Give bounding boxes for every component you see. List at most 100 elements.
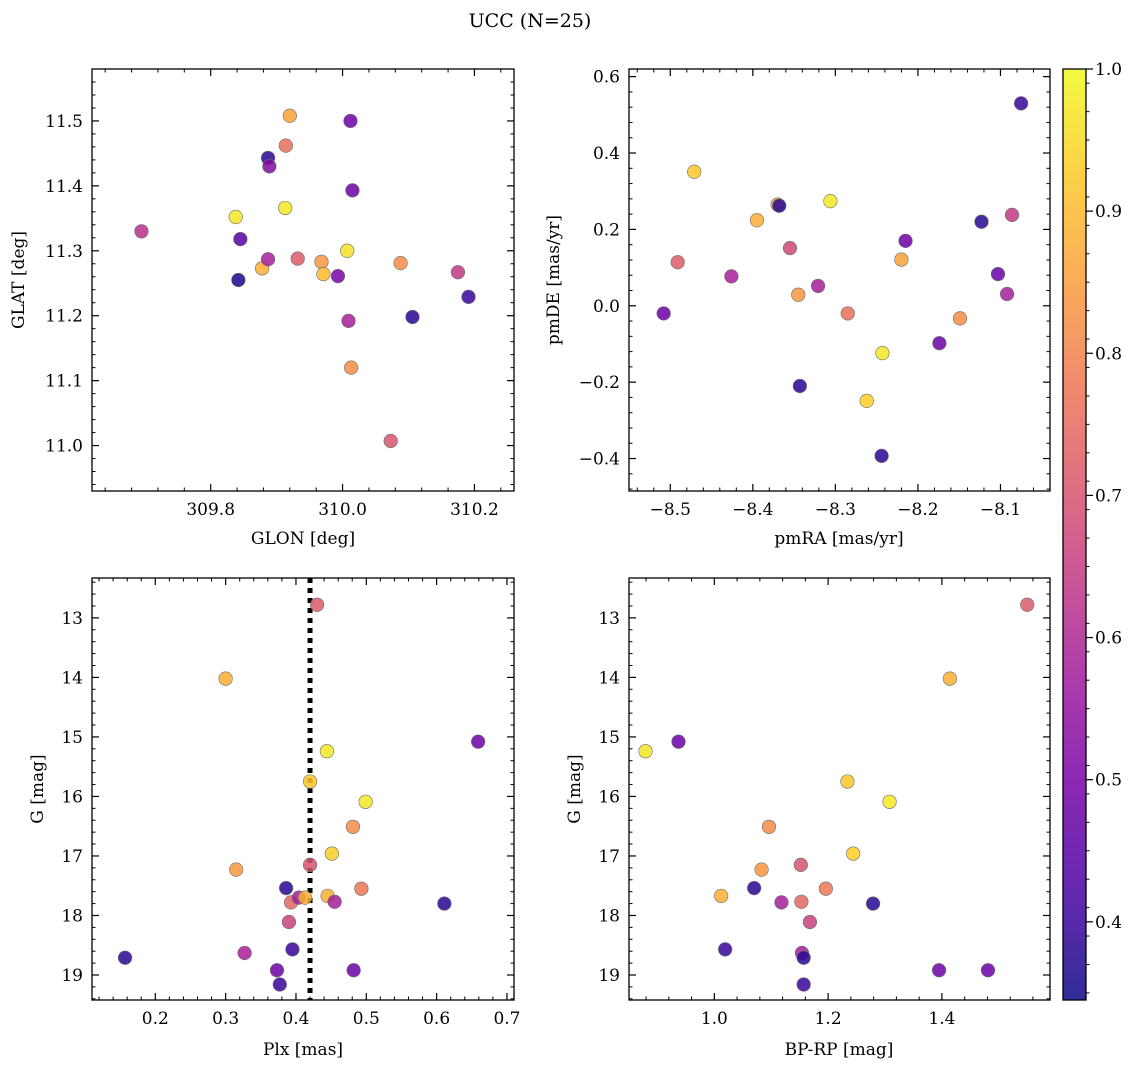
scatter-point bbox=[794, 894, 809, 909]
colorbar-tick-label: 0.5 bbox=[1095, 771, 1122, 791]
colorbar-gradient bbox=[1063, 69, 1086, 1000]
scatter-point bbox=[314, 254, 329, 269]
scatter-point bbox=[290, 251, 305, 266]
scatter-point bbox=[393, 256, 408, 271]
x-tick-label: 0.5 bbox=[353, 1009, 380, 1029]
x-tick-label: −8.3 bbox=[815, 500, 856, 520]
x-tick-label: 310.0 bbox=[318, 500, 367, 520]
scatter-point bbox=[687, 164, 702, 179]
y-tick-label: 11.2 bbox=[45, 307, 83, 327]
x-axis-label: GLON [deg] bbox=[251, 529, 355, 549]
scatter-point bbox=[237, 945, 252, 961]
y-axis-label: GLAT [deg] bbox=[9, 231, 29, 329]
y-tick-label: −0.4 bbox=[579, 450, 620, 470]
scatter-point bbox=[340, 243, 355, 258]
x-tick-label: 0.6 bbox=[423, 1009, 450, 1029]
scatter-point bbox=[405, 309, 420, 325]
scatter-point bbox=[345, 183, 360, 198]
scatter-point bbox=[823, 194, 838, 209]
x-tick-label: 0.4 bbox=[282, 1009, 309, 1029]
y-tick-label: 14 bbox=[598, 668, 620, 688]
scatter-point bbox=[437, 896, 452, 911]
axes-frame bbox=[91, 577, 515, 1001]
scatter-point bbox=[1004, 207, 1020, 222]
scatter-point bbox=[272, 977, 287, 992]
scatter-point bbox=[840, 774, 855, 789]
y-tick-label: 16 bbox=[61, 787, 83, 807]
y-tick-label: 18 bbox=[598, 906, 620, 926]
scatter-point bbox=[656, 306, 671, 321]
scatter-point bbox=[670, 255, 685, 270]
x-tick-label: 1.4 bbox=[928, 1009, 955, 1029]
scatter-point bbox=[260, 252, 276, 267]
scatter-point bbox=[471, 734, 486, 749]
x-axis-label: pmRA [mas/yr] bbox=[774, 529, 903, 549]
y-tick-label: −0.2 bbox=[579, 373, 620, 393]
y-tick-label: 19 bbox=[598, 966, 620, 986]
y-tick-label: 16 bbox=[598, 787, 620, 807]
scatter-point bbox=[894, 252, 909, 267]
scatter-point bbox=[218, 671, 233, 686]
scatter-point bbox=[345, 819, 361, 834]
scatter-point bbox=[117, 950, 133, 965]
y-tick-label: 13 bbox=[598, 609, 620, 629]
y-tick-label: 11.1 bbox=[45, 372, 83, 392]
panel-pmra-pmde: −8.5 −8.4 −8.3 −8.2 −8.1 −0.4 −0.2 0.0 0.2 0.4 0.6… bbox=[544, 68, 1051, 549]
y-tick-label: 15 bbox=[61, 728, 83, 748]
scatter-point bbox=[772, 198, 787, 213]
scatter-point bbox=[990, 266, 1006, 282]
scatter-point bbox=[796, 950, 811, 965]
scatter-points bbox=[117, 597, 486, 992]
scatter-point bbox=[228, 209, 243, 225]
scatter-point bbox=[754, 862, 769, 877]
scatter-point bbox=[309, 597, 325, 612]
scatter-point bbox=[229, 862, 244, 877]
scatter-point bbox=[262, 159, 277, 174]
scatter-point bbox=[942, 671, 957, 686]
scatter-point bbox=[461, 289, 476, 304]
scatter-point bbox=[865, 896, 881, 911]
scatter-point bbox=[782, 241, 798, 256]
x-tick-label: 309.8 bbox=[186, 500, 235, 520]
scatter-point bbox=[952, 311, 968, 326]
scatter-point bbox=[330, 269, 346, 284]
scatter-point bbox=[450, 265, 466, 280]
scatter-point bbox=[282, 108, 297, 123]
scatter-point bbox=[774, 895, 789, 910]
scatter-point bbox=[840, 306, 855, 321]
scatter-points bbox=[134, 108, 476, 449]
scatter-point bbox=[344, 360, 359, 375]
axes-frame bbox=[91, 68, 515, 492]
scatter-point bbox=[278, 200, 293, 216]
scatter-point bbox=[714, 888, 729, 903]
y-tick-label: 0.0 bbox=[593, 297, 620, 317]
scatter-point bbox=[281, 914, 297, 930]
scatter-point bbox=[802, 914, 818, 930]
y-tick-label: 17 bbox=[61, 847, 83, 867]
scatter-point bbox=[898, 233, 913, 248]
y-tick-label: 11.5 bbox=[45, 112, 83, 132]
scatter-point bbox=[346, 963, 361, 978]
scatter-point bbox=[298, 890, 313, 905]
scatter-point bbox=[875, 346, 890, 361]
scatter-point bbox=[285, 942, 300, 957]
colorbar-tick-label: 0.7 bbox=[1095, 486, 1122, 506]
scatter-point bbox=[1020, 597, 1035, 612]
panel-glon-glat: 309.8 310.0 310.2 11.0 11.1 11.2 11.3 11.4 11.5 G… bbox=[9, 68, 515, 549]
colorbar-tick-label: 1.0 bbox=[1095, 60, 1122, 80]
scatter-point bbox=[999, 286, 1015, 302]
colorbar-tick-label: 0.6 bbox=[1095, 629, 1122, 649]
y-tick-label: 0.4 bbox=[593, 144, 620, 164]
scatter-point bbox=[792, 378, 807, 394]
scatter-point bbox=[931, 963, 947, 978]
colorbar-frame bbox=[1062, 68, 1087, 1001]
y-tick-label: 11.0 bbox=[45, 437, 83, 457]
scatter-points bbox=[656, 96, 1029, 463]
scatter-point bbox=[302, 857, 318, 872]
scatter-point bbox=[327, 894, 342, 909]
y-axis-label: pmDE [mas/yr] bbox=[544, 215, 564, 345]
scatter-point bbox=[383, 433, 398, 449]
x-tick-label: 0.7 bbox=[493, 1009, 520, 1029]
x-tick-label: 1.0 bbox=[701, 1009, 728, 1029]
figure-title: UCC (N=25) bbox=[469, 10, 592, 32]
